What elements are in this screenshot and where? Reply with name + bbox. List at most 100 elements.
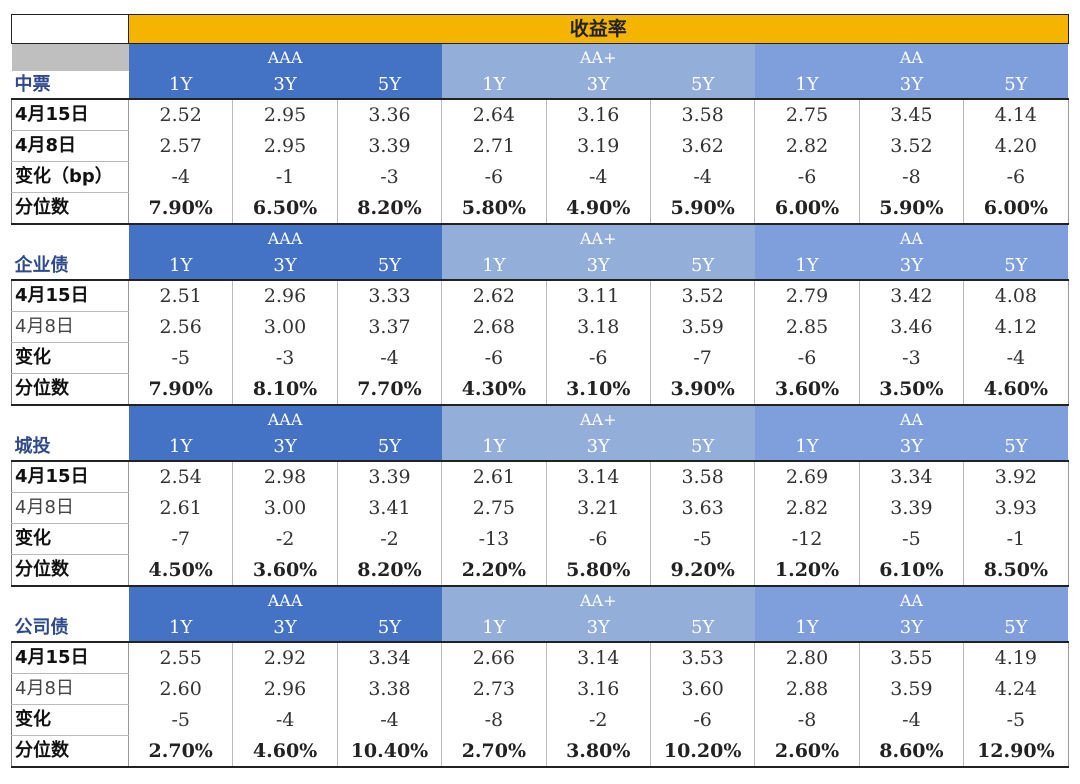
table-cell: 6.10% <box>859 554 965 586</box>
row-label: 4月15日 <box>11 461 129 493</box>
tenor-header-cell: 1Y <box>128 71 233 99</box>
row-label: 4月8日 <box>11 311 129 343</box>
rating-header-label-cell <box>11 405 129 433</box>
table-cell: 3.45 <box>859 99 965 131</box>
table-cell: 5.80% <box>546 554 651 586</box>
table-cell: 2.20% <box>441 554 547 586</box>
rating-header-cell: AAA <box>232 43 338 71</box>
table-cell: 3.37 <box>337 311 443 343</box>
rating-header-cell <box>754 43 860 71</box>
tenor-header-cell: 5Y <box>650 433 755 461</box>
table-cell: -8 <box>859 161 965 193</box>
table-cell: 8.60% <box>859 735 965 767</box>
tenor-header-cell: 3Y <box>232 71 338 99</box>
rating-header-cell <box>337 224 442 252</box>
table-cell: 2.54 <box>128 461 234 493</box>
table-cell: -6 <box>754 342 860 374</box>
table-cell: 2.79 <box>754 280 860 312</box>
table-cell: 2.88 <box>754 673 860 705</box>
table-cell: 3.55 <box>859 642 965 674</box>
row-label: 分位数 <box>11 554 129 587</box>
table-row: 4月15日 2.55 2.92 3.34 2.66 3.14 3.53 2.80 3.55 4.1… <box>11 642 1069 674</box>
rating-header-cell: AAA <box>232 224 338 252</box>
rating-header-label-cell <box>11 43 129 71</box>
rating-header-cell <box>128 405 233 433</box>
table-cell: 3.00 <box>232 311 338 343</box>
table-cell: 2.75 <box>754 99 860 131</box>
rating-header-cell <box>754 405 860 433</box>
table-cell: 2.64 <box>441 99 547 131</box>
table-cell: 3.59 <box>650 311 756 343</box>
table-cell: 4.14 <box>963 99 1069 131</box>
rating-header-cell <box>754 224 860 252</box>
table-cell: 3.59 <box>859 673 965 705</box>
rating-header-row: AAA AA+ AA <box>11 586 1069 614</box>
rating-header-cell: AA+ <box>546 43 651 71</box>
table-cell: 2.57 <box>128 130 234 162</box>
yield-table-container: 收益率 AAA AA+ AA 中票 1Y 3Y 5Y 1Y 3Y 5Y 1Y 3Y 5Y 4月15日 2.5… <box>11 14 1069 768</box>
table-cell: 3.16 <box>546 673 651 705</box>
table-cell: 10.20% <box>650 735 756 767</box>
table-cell: 3.36 <box>337 99 443 131</box>
tenor-header-row: 企业债 1Y 3Y 5Y 1Y 3Y 5Y 1Y 3Y 5Y <box>11 252 1069 280</box>
table-cell: 2.80 <box>754 642 860 674</box>
table-cell: 3.34 <box>859 461 965 493</box>
rating-header-cell: AA <box>859 405 964 433</box>
table-cell: -5 <box>963 704 1069 736</box>
table-cell: 5.80% <box>441 192 547 224</box>
table-cell: 3.93 <box>963 492 1069 524</box>
table-cell: 2.55 <box>128 642 234 674</box>
table-cell: 3.39 <box>859 492 965 524</box>
rating-header-cell <box>754 586 860 614</box>
table-cell: 4.12 <box>963 311 1069 343</box>
row-label: 分位数 <box>11 735 129 768</box>
rating-header-cell <box>650 43 755 71</box>
rating-header-cell: AA <box>859 586 964 614</box>
tenor-header-cell: 5Y <box>650 252 755 280</box>
tenor-header-cell: 1Y <box>128 433 233 461</box>
table-cell: 3.46 <box>859 311 965 343</box>
tenor-header-cell: 1Y <box>128 252 233 280</box>
rating-header-cell <box>128 43 233 71</box>
rating-header-cell <box>441 586 547 614</box>
table-cell: 2.92 <box>232 642 338 674</box>
table-cell: 3.19 <box>546 130 651 162</box>
table-cell: 2.70% <box>128 735 234 767</box>
table-cell: 3.39 <box>337 130 443 162</box>
table-cell: 8.50% <box>963 554 1069 586</box>
tenor-header-cell: 5Y <box>963 614 1069 642</box>
table-row: 4月15日 2.51 2.96 3.33 2.62 3.11 3.52 2.79 3.42 4.0… <box>11 280 1069 312</box>
table-cell: 3.41 <box>337 492 443 524</box>
table-cell: 3.16 <box>546 99 651 131</box>
table-cell: -4 <box>337 704 443 736</box>
rating-header-cell <box>650 224 755 252</box>
table-cell: 2.82 <box>754 492 860 524</box>
table-cell: 4.30% <box>441 373 547 405</box>
table-cell: 2.85 <box>754 311 860 343</box>
rating-header-cell <box>650 586 755 614</box>
table-cell: 10.40% <box>337 735 443 767</box>
table-cell: 3.11 <box>546 280 651 312</box>
table-cell: 3.00 <box>232 492 338 524</box>
table-cell: 2.95 <box>232 99 338 131</box>
table-cell: 2.71 <box>441 130 547 162</box>
table-row: 4月8日 2.61 3.00 3.41 2.75 3.21 3.63 2.82 3.39 3.93 <box>11 492 1069 524</box>
table-cell: 2.75 <box>441 492 547 524</box>
tenor-header-cell: 5Y <box>963 433 1069 461</box>
tenor-header-cell: 1Y <box>441 433 547 461</box>
table-cell: 3.90% <box>650 373 756 405</box>
rating-header-cell: AA+ <box>546 405 651 433</box>
table-cell: 7.90% <box>128 192 234 224</box>
table-cell: -4 <box>963 342 1069 374</box>
rating-header-cell <box>963 586 1069 614</box>
table-cell: -1 <box>232 161 338 193</box>
table-row: 4月15日 2.54 2.98 3.39 2.61 3.14 3.58 2.69 3.34 3.9… <box>11 461 1069 493</box>
rating-header-cell <box>441 405 547 433</box>
tenor-header-row: 公司债 1Y 3Y 5Y 1Y 3Y 5Y 1Y 3Y 5Y <box>11 614 1069 642</box>
table-cell: -6 <box>754 161 860 193</box>
rating-header-row: AAA AA+ AA <box>11 405 1069 433</box>
table-row: 分位数 4.50% 3.60% 8.20% 2.20% 5.80% 9.20% 1.20% 6.… <box>11 554 1069 587</box>
table-cell: -6 <box>546 523 651 555</box>
table-cell: 3.53 <box>650 642 756 674</box>
tenor-header-row: 中票 1Y 3Y 5Y 1Y 3Y 5Y 1Y 3Y 5Y <box>11 71 1069 99</box>
